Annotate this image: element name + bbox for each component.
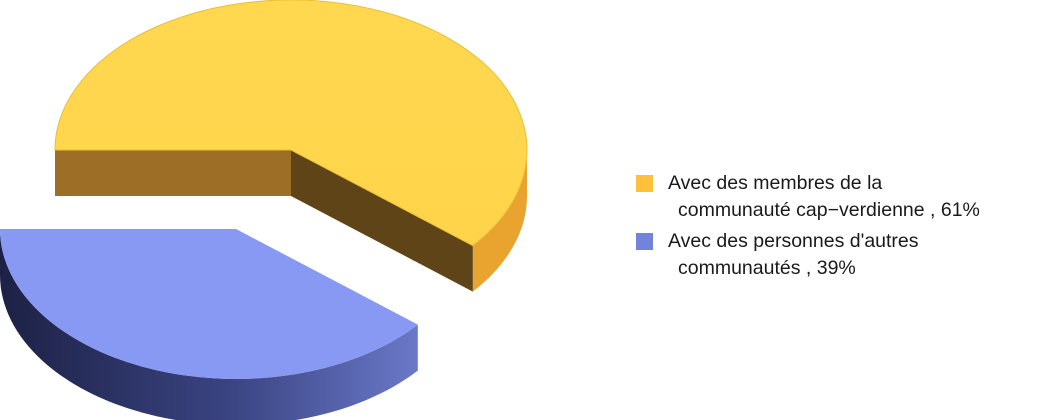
legend-label-line2: communauté cap−verdienne , 61% <box>678 199 980 221</box>
legend-label-line1: Avec des membres de la <box>668 172 883 194</box>
slice-cut-face-left-cap-verdienne <box>55 150 291 196</box>
legend-swatch-blue <box>636 233 653 250</box>
slice-top-cap-verdienne <box>54 0 528 247</box>
slice-cut-face-cap-verdienne <box>291 150 473 292</box>
slice-top-autres-communautes <box>0 229 418 379</box>
legend-label-line1: Avec des personnes d'autres <box>668 230 919 252</box>
legend: Avec des membres de la communauté cap−ve… <box>636 170 980 286</box>
legend-item-cap-verdienne: Avec des membres de la communauté cap−ve… <box>636 170 980 224</box>
slice-side-cap-verdienne <box>472 150 527 292</box>
slice-side-autres-communautes <box>0 229 418 420</box>
legend-item-autres-communautes: Avec des personnes d'autres communautés … <box>636 228 980 282</box>
legend-label-line2: communautés , 39% <box>678 257 856 279</box>
legend-swatch-yellow <box>636 175 653 192</box>
